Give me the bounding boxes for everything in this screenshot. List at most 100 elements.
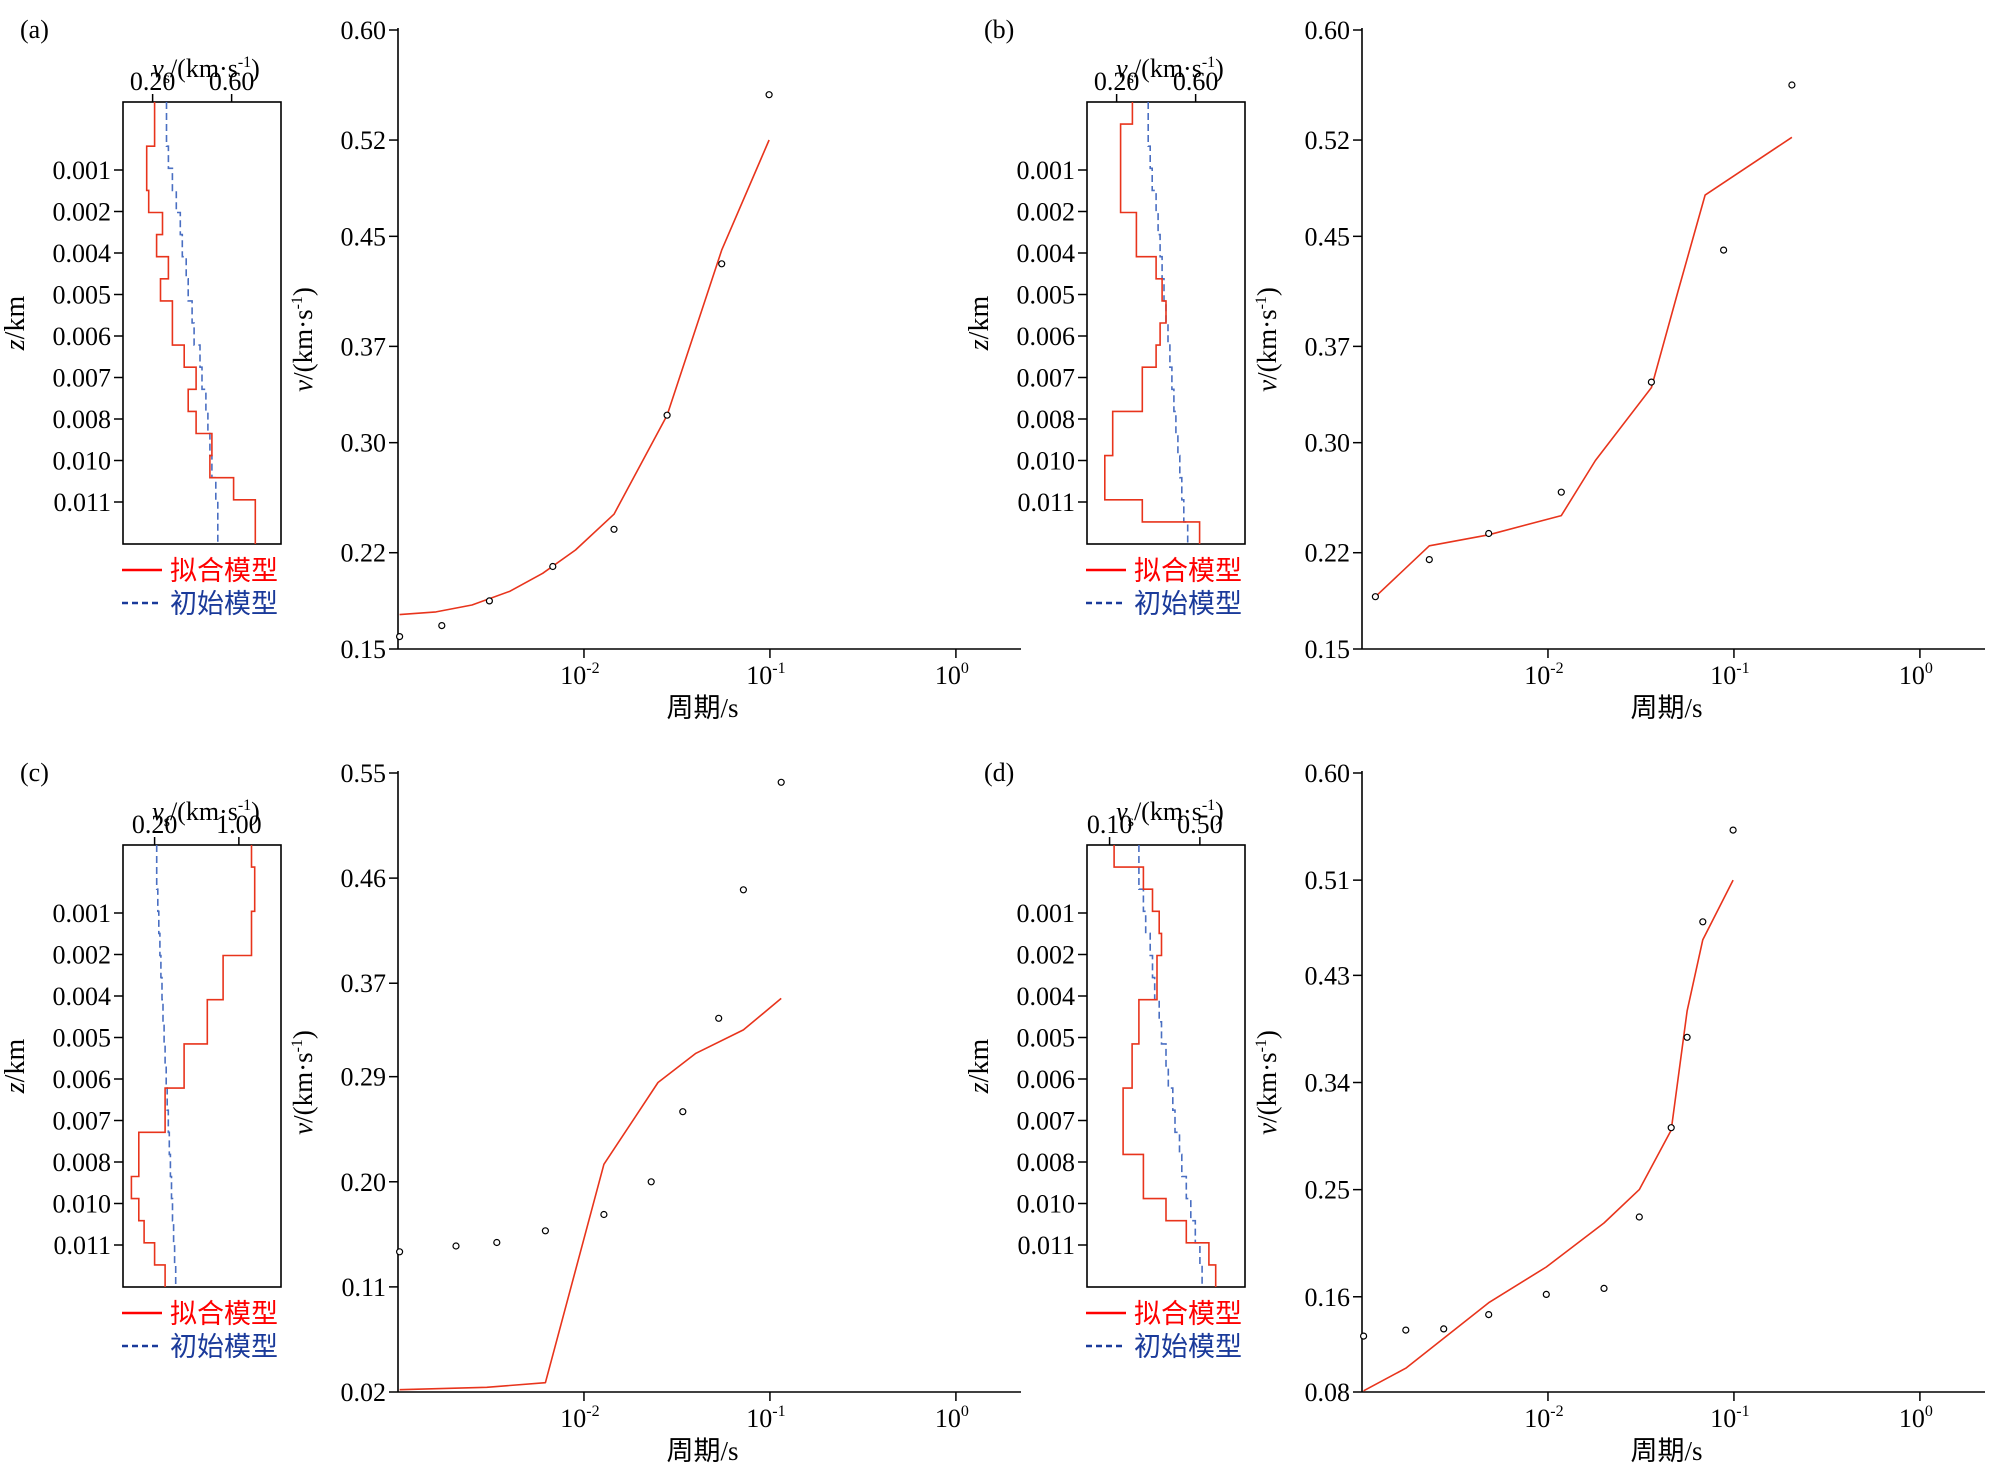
profile-y-axis-label: z/km	[964, 1039, 995, 1095]
dispersion-x-tick-label: 100	[1899, 1403, 1933, 1433]
legend-initial-label: 初始模型	[1134, 1332, 1242, 1362]
velocity-profile-plot: vs/(km·s-1)0.20 0.60 0.001 0.002 0.004 0.005 0…	[0, 54, 282, 619]
observed-point	[493, 1238, 501, 1247]
dispersion-y-tick-label: 0.30	[341, 429, 387, 458]
observed-point	[485, 597, 493, 605]
dispersion-plot: 0.02 0.11 0.20 0.29 0.37 0.46 0.55 10-2 10-1 100 周…	[288, 759, 1021, 1466]
dispersion-y-tick-label: 0.29	[341, 1063, 387, 1092]
dispersion-x-tick-label: 10-2	[560, 1403, 599, 1433]
profile-frame	[1086, 101, 1246, 545]
dispersion-x-tick-label: 100	[935, 1403, 969, 1433]
profile-y-tick-label: 0.008	[1017, 1148, 1076, 1177]
initial-model-line	[1138, 845, 1203, 1287]
profile-x-tick-label: 1.00	[216, 810, 262, 839]
velocity-profile-plot: vs/(km·s-1)0.20 1.00 0.001 0.002 0.004 0.005 0…	[0, 797, 282, 1362]
observed-point	[396, 632, 404, 641]
profile-x-tick-label: 0.50	[1177, 810, 1223, 839]
dispersion-plot: 0.08 0.16 0.25 0.34 0.43 0.51 0.60 10-2 10-1 100 周…	[1252, 759, 1985, 1466]
panel-b: (b) vs/(km·s-1)0.20 0.60 0.001 0.002 0.004 0.0…	[964, 15, 1985, 723]
dispersion-y-tick-label: 0.45	[341, 222, 387, 251]
dispersion-x-axis-label: 周期/s	[666, 693, 738, 723]
profile-y-axis-label: z/km	[0, 296, 31, 352]
dispersion-y-tick-label: 0.52	[341, 126, 387, 155]
profile-y-tick-label: 0.005	[1017, 1024, 1076, 1053]
dispersion-x-tick-label: 10-1	[1710, 660, 1749, 690]
dispersion-plot: 0.15 0.22 0.30 0.37 0.45 0.52 0.60 10-2 10-1 100 周…	[1252, 16, 1985, 723]
profile-y-tick-label: 0.004	[53, 982, 112, 1011]
observed-point	[715, 1014, 723, 1022]
observed-point	[1719, 246, 1728, 254]
dispersion-y-tick-label: 0.22	[341, 539, 387, 568]
observed-point	[1485, 1310, 1493, 1319]
legend-fit-label: 拟合模型	[1134, 556, 1242, 586]
observed-point	[765, 91, 773, 99]
profile-y-tick-label: 0.001	[53, 899, 112, 928]
dispersion-x-tick-label: 10-2	[560, 660, 599, 690]
profile-x-tick-label: 0.20	[130, 67, 176, 96]
observed-point	[1402, 1326, 1410, 1334]
observed-point	[718, 260, 726, 268]
profile-y-tick-label: 0.005	[53, 1024, 112, 1053]
profile-y-tick-label: 0.006	[1017, 322, 1076, 351]
observed-point	[1425, 555, 1433, 564]
observed-point	[549, 562, 557, 571]
profile-x-tick-label: 0.60	[209, 67, 255, 96]
profile-y-tick-label: 0.010	[53, 447, 112, 476]
fit-model-line	[130, 845, 256, 1287]
profile-x-axis-label: vs/(km·s-1)	[152, 797, 260, 830]
legend-fit-label: 拟合模型	[170, 1299, 278, 1329]
profile-y-tick-label: 0.005	[1017, 281, 1076, 310]
legend-fit-label: 拟合模型	[170, 556, 278, 586]
observed-point	[541, 1227, 550, 1235]
observed-point	[1699, 918, 1707, 926]
observed-point	[1440, 1325, 1448, 1333]
fitted-dispersion-curve	[399, 997, 782, 1391]
dispersion-y-tick-label: 0.43	[1305, 961, 1351, 990]
profile-y-tick-label: 0.004	[53, 239, 112, 268]
legend-initial-label: 初始模型	[170, 589, 278, 619]
profile-y-tick-label: 0.007	[53, 1107, 112, 1136]
profile-x-axis-label: vs/(km·s-1)	[152, 54, 260, 87]
dispersion-y-tick-label: 0.55	[341, 759, 387, 788]
profile-y-tick-label: 0.006	[1017, 1065, 1076, 1094]
fitted-dispersion-curve	[1374, 136, 1793, 598]
dispersion-y-tick-label: 0.51	[1305, 866, 1351, 895]
dispersion-x-tick-label: 10-1	[746, 1403, 785, 1433]
profile-y-tick-label: 0.006	[53, 1065, 112, 1094]
observed-point	[1647, 378, 1656, 386]
profile-y-tick-label: 0.011	[53, 1231, 111, 1260]
dispersion-y-tick-label: 0.22	[1305, 539, 1351, 568]
profile-x-axis-label: vs/(km·s-1)	[1116, 797, 1224, 830]
profile-y-tick-label: 0.004	[1017, 982, 1076, 1011]
profile-x-tick-label: 0.60	[1173, 67, 1219, 96]
dispersion-y-tick-label: 0.08	[1305, 1378, 1351, 1407]
observed-point	[1557, 488, 1565, 496]
profile-y-tick-label: 0.008	[53, 405, 112, 434]
profile-frame	[1086, 844, 1246, 1288]
dispersion-y-tick-label: 0.15	[341, 635, 387, 664]
dispersion-x-tick-label: 10-2	[1524, 660, 1563, 690]
dispersion-y-tick-label: 0.37	[1305, 332, 1351, 361]
dispersion-y-tick-label: 0.37	[341, 332, 387, 361]
dispersion-y-tick-label: 0.11	[341, 1273, 386, 1302]
observed-point	[396, 1248, 404, 1256]
dispersion-y-tick-label: 0.52	[1305, 126, 1351, 155]
dispersion-y-tick-label: 0.34	[1305, 1069, 1351, 1098]
observed-point	[610, 525, 618, 533]
dispersion-y-tick-label: 0.02	[341, 1378, 387, 1407]
profile-y-tick-label: 0.004	[1017, 239, 1076, 268]
profile-y-tick-label: 0.010	[53, 1190, 112, 1219]
profile-y-tick-label: 0.008	[1017, 405, 1076, 434]
dispersion-y-tick-label: 0.45	[1305, 222, 1351, 251]
legend-initial-label: 初始模型	[170, 1332, 278, 1362]
observed-point	[438, 621, 446, 630]
initial-model-line	[1147, 102, 1189, 544]
profile-y-tick-label: 0.002	[1017, 198, 1076, 227]
dispersion-y-tick-label: 0.60	[1305, 759, 1351, 788]
observed-point	[647, 1178, 655, 1186]
dispersion-y-axis-label: v/(km·s-1)	[1252, 1030, 1282, 1135]
profile-y-tick-label: 0.002	[53, 941, 112, 970]
dispersion-y-tick-label: 0.30	[1305, 429, 1351, 458]
